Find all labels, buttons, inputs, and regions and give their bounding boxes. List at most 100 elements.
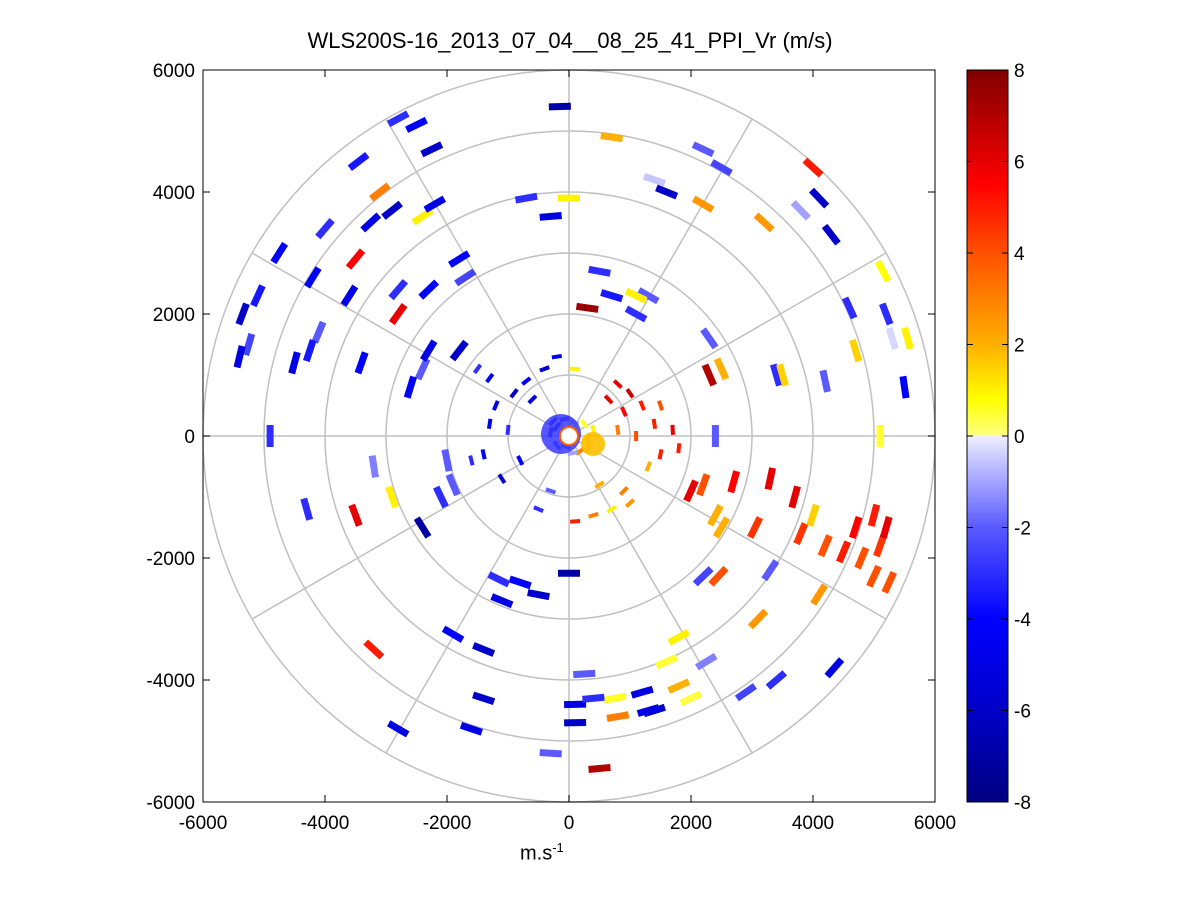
data-point [808,187,830,209]
colorbar-tick-label: 2 [1014,336,1025,357]
data-point [527,394,538,405]
data-point [480,448,487,460]
x-tick-label: -4000 [301,813,350,834]
colorbar-tick-label: 6 [1014,153,1025,174]
data-point [793,522,809,546]
data-point [403,375,417,399]
data-point [539,211,562,221]
data-point [624,287,648,304]
data-point [624,498,636,508]
data-point [441,448,453,472]
data-point [655,184,679,200]
grid-spoke [568,435,753,754]
data-point [582,693,605,703]
data-point [508,575,532,590]
data-point [765,670,788,690]
data-point [594,480,605,490]
y-tick-label: 0 [184,427,195,448]
data-point [713,357,730,381]
data-point [764,467,777,491]
data-point [420,141,444,158]
data-point [600,132,624,143]
data-point [539,365,550,373]
data-point [588,511,599,519]
data-point [311,320,327,344]
data-point [747,516,764,539]
data-point [300,497,314,521]
data-point [637,287,660,305]
colorbar-tick-label: -4 [1014,610,1031,631]
data-point [708,565,729,587]
data-point [411,207,434,226]
data-point [497,473,507,484]
data-point [615,424,621,436]
data-point [819,369,831,393]
x-tick-label: -6000 [179,813,228,834]
data-point [468,455,475,466]
data-point [288,351,301,375]
data-point [835,540,852,564]
data-point [302,339,317,363]
data-point [459,722,483,736]
data-point [573,669,596,679]
data-point [588,265,611,277]
data-point [667,678,691,694]
data-point [405,116,428,133]
colorbar-gradient [966,69,1009,803]
data-points [233,102,914,773]
data-point [354,351,369,375]
colorbar-tick-label: -6 [1014,702,1031,723]
data-point [618,485,629,496]
data-point [315,217,335,240]
data-point [381,200,403,220]
data-point [657,449,664,460]
data-point [368,455,379,478]
x-tick-label: 4000 [792,813,834,834]
data-point [874,259,892,283]
data-point [700,327,719,350]
data-point [233,345,246,369]
grid-spoke [385,435,570,754]
data-point [817,534,833,558]
data-point [881,570,898,594]
data-point [821,223,841,246]
data-point [551,353,563,360]
colorbar-tick-label: 8 [1014,61,1025,82]
data-point [878,302,894,326]
data-point [509,388,519,399]
data-point [867,503,881,527]
data-point [866,564,882,588]
data-point [630,685,654,699]
chart-title: WLS200S-16_2013_07_04__08_25_41_PPI_Vr (… [307,28,833,53]
axes: -6000 -4000 -2000 0 2000 4000 6000 6000 4000 2000… [146,61,956,834]
colorbar-tick-label: 4 [1014,244,1025,265]
data-point [414,357,431,381]
data-point [655,654,679,670]
data-point [385,485,399,509]
data-point [588,763,611,773]
data-point [657,400,664,411]
data-point [695,652,718,671]
x-axis-label-exponent: -1 [552,840,564,855]
data-point [901,326,914,350]
data-point [386,720,410,738]
data-point [433,485,449,509]
data-point [603,394,614,405]
data-point [521,376,532,386]
data-point [612,379,623,390]
data-point [533,505,544,513]
data-point [545,487,557,495]
data-point [567,450,578,457]
grid-spoke [385,118,570,437]
data-point [712,516,731,539]
data-point [696,473,711,497]
data-point [304,266,322,289]
data-point [388,303,408,325]
data-point [691,195,715,213]
data-point [448,250,471,268]
data-point [788,485,801,509]
center-origin-marker [559,426,579,446]
data-point [620,406,628,417]
data-point [854,546,870,570]
